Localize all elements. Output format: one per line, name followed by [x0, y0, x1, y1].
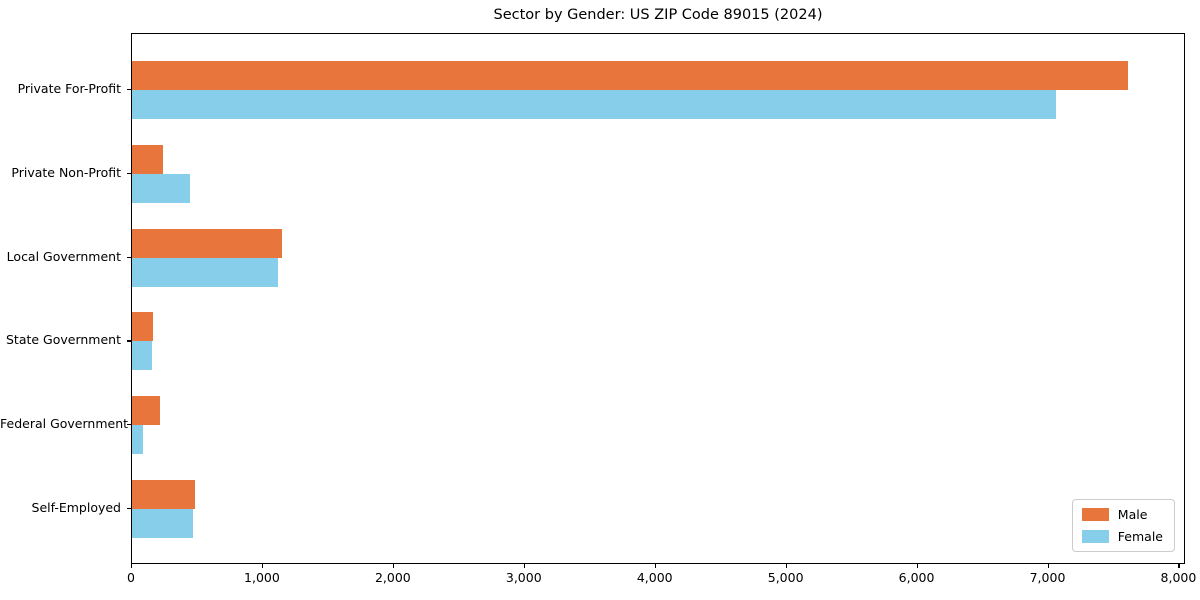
legend-entry-female: Female [1081, 529, 1163, 544]
bar-female-1 [132, 173, 191, 203]
legend: Male Female [1071, 499, 1175, 552]
bar-male-0 [132, 61, 1128, 90]
x-tick-mark [1047, 564, 1049, 568]
bar-male-4 [132, 396, 161, 426]
y-axis-label-3: State Government [5, 332, 121, 348]
bar-male-2 [132, 228, 282, 258]
plot-area: Male Female [131, 33, 1185, 564]
x-tick-mark [785, 564, 787, 568]
y-tick-mark [127, 89, 131, 91]
bar-male-3 [132, 312, 153, 342]
x-tick-mark [1178, 564, 1180, 568]
bar-female-0 [132, 90, 1056, 119]
legend-swatch-female [1081, 530, 1109, 543]
chart-title: Sector by Gender: US ZIP Code 89015 (202… [493, 7, 823, 23]
bar-female-5 [132, 509, 193, 538]
x-axis-tick-label: 0 [127, 570, 135, 585]
x-axis-tick-label: 2,000 [374, 570, 411, 585]
y-tick-mark [127, 172, 131, 174]
x-tick-mark [131, 564, 133, 568]
x-axis-tick-label: 7,000 [1029, 570, 1066, 585]
bar-female-2 [132, 257, 278, 287]
bar-female-3 [132, 341, 153, 371]
legend-label: Female [1117, 529, 1163, 544]
x-axis-tick-label: 8,000 [1160, 570, 1197, 585]
y-tick-mark [127, 340, 131, 342]
x-tick-mark [261, 564, 264, 568]
y-axis-label-1: Private Non-Profit [11, 164, 121, 180]
bar-male-5 [132, 480, 196, 509]
legend-swatch-male [1081, 508, 1109, 521]
x-axis-tick-label: 4,000 [636, 570, 673, 585]
y-tick-mark [127, 256, 131, 258]
x-tick-mark [523, 564, 525, 568]
y-axis-label-5: Self-Employed [31, 500, 121, 515]
bar-female-4 [132, 425, 144, 455]
legend-label: Male [1117, 507, 1148, 522]
y-tick-mark [127, 424, 131, 426]
x-tick-mark [392, 564, 395, 568]
x-axis-tick-label: 5,000 [767, 570, 804, 585]
y-axis-label-4: Federal Government [0, 416, 129, 432]
y-axis-label-0: Private For-Profit [17, 81, 121, 96]
x-axis-tick-label: 3,000 [505, 570, 542, 585]
x-axis-tick-label: 1,000 [244, 570, 280, 585]
y-tick-mark [127, 508, 131, 510]
x-tick-mark [654, 564, 656, 568]
x-axis-tick-label: 6,000 [898, 570, 935, 585]
x-tick-mark [916, 564, 918, 568]
legend-entry-male: Male [1081, 507, 1163, 522]
y-axis-label-2: Local Government [6, 248, 121, 264]
bar-male-1 [132, 144, 164, 174]
